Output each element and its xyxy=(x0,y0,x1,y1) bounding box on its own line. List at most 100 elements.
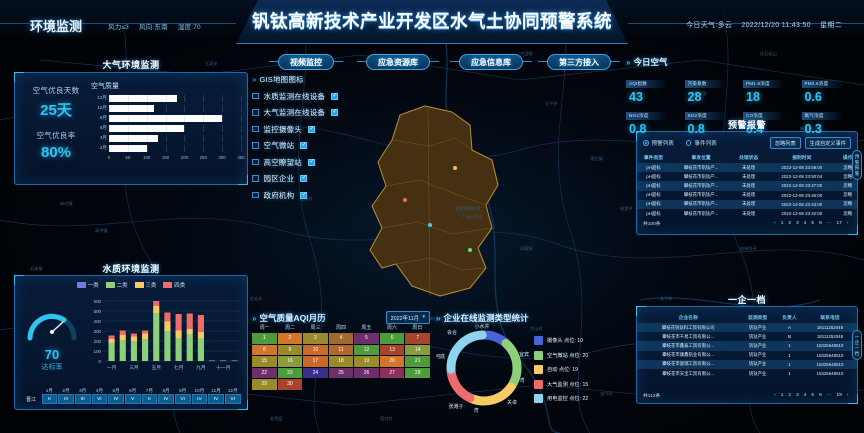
page-number[interactable]: 4 xyxy=(803,221,807,227)
calendar-day[interactable]: 15 xyxy=(252,356,277,367)
calendar-day[interactable]: 1 xyxy=(252,333,277,344)
calendar-day[interactable]: 28 xyxy=(405,367,430,378)
page-number[interactable]: 2 xyxy=(788,221,792,227)
nav-emergency-info[interactable]: 应急信息库 xyxy=(450,54,532,70)
page-number[interactable]: 4 xyxy=(803,393,807,398)
calendar-day[interactable]: 7 xyxy=(405,333,430,344)
calendar-day[interactable]: 2 xyxy=(277,333,303,344)
ignore-link[interactable]: 忽略 xyxy=(843,192,853,198)
table-row[interactable]: 攀枝花钒钛科工贸有限公司 钒钛产业 A 18111252048 xyxy=(637,323,857,333)
create-custom-event-button[interactable]: 生成自定义事件 xyxy=(804,137,851,149)
table-row[interactable]: pH超标 攀枝花市钒钛产... 未处理 2022-12-08 23:46:00 忽略 xyxy=(637,191,857,200)
calendar-day[interactable]: 12 xyxy=(354,344,379,355)
calendar-day[interactable]: 19 xyxy=(354,356,379,367)
table-row[interactable]: 攀枝花市千易工贸有限公... 钒钛产业 B 18111252048 xyxy=(637,332,857,341)
gis-layer-air-device[interactable]: 大气监测在线设备 xyxy=(252,107,339,118)
table-row[interactable]: pH超标 攀枝花市钒钛产... 未处理 2022-12-08 23:50:04 忽略 xyxy=(637,172,857,181)
calendar-day[interactable]: 3 xyxy=(303,333,328,344)
calendar-day[interactable]: 14 xyxy=(405,344,430,355)
donut-segment[interactable] xyxy=(501,338,522,391)
calendar-day[interactable]: 10 xyxy=(303,344,328,355)
radio-event-list[interactable] xyxy=(685,140,692,146)
nav-video-monitor[interactable]: 视频监控 xyxy=(269,54,343,70)
next-page-button[interactable]: › xyxy=(846,221,849,227)
table-row[interactable]: 攀枝花市天宝工贸有限公... 钒钛产业 1 15325648510 xyxy=(637,369,857,378)
donut-segment[interactable] xyxy=(446,330,487,374)
calendar-day[interactable]: 27 xyxy=(379,367,405,378)
table-row[interactable]: pH超标 攀枝花市钒钛产... 未处理 2022-12-08 23:59:00 忽略 xyxy=(637,163,857,173)
page-number[interactable]: 5 xyxy=(811,393,815,398)
layer-checkbox[interactable] xyxy=(300,141,308,149)
ignore-link[interactable]: 忽略 xyxy=(843,173,853,179)
calendar-day[interactable]: 25 xyxy=(328,367,354,378)
layer-checkbox[interactable] xyxy=(308,125,315,133)
page-number[interactable]: ··· xyxy=(826,393,832,398)
page-number[interactable]: 6 xyxy=(819,221,822,227)
gis-layer-enterprise[interactable]: 园区企业 xyxy=(252,173,338,184)
table-row[interactable]: 攀枝花市康鑫钒业有限公... 钒钛产业 1 15325648510 xyxy=(637,351,857,360)
table-row[interactable]: pH超标 攀枝花市钒钛产... 未处理 2022-12-08 23:47:00 忽略 xyxy=(637,181,857,191)
radio-event-label[interactable]: 事件列表 xyxy=(694,141,717,147)
calendar-day[interactable]: 23 xyxy=(277,367,303,378)
layer-checkbox[interactable] xyxy=(308,158,315,166)
prev-page-button[interactable]: ‹ xyxy=(774,393,776,398)
layer-checkbox[interactable] xyxy=(331,108,339,116)
ignore-link[interactable]: 忽略 xyxy=(838,181,857,191)
ignore-list-button[interactable]: 忽略列表 xyxy=(769,137,801,149)
gis-layer-water-device[interactable]: 水质监测在线设备 xyxy=(252,91,339,102)
gis-layer-air-station[interactable]: 空气微站 xyxy=(252,140,338,151)
calendar-day[interactable]: 8 xyxy=(252,344,277,355)
page-number[interactable]: 2 xyxy=(788,393,792,398)
page-number[interactable]: 3 xyxy=(796,393,799,398)
calendar-day[interactable]: 17 xyxy=(303,356,328,367)
calendar-day[interactable]: 13 xyxy=(379,344,405,355)
side-tab-alarm[interactable]: 预警报警 xyxy=(852,150,862,180)
donut-segment[interactable] xyxy=(479,330,510,347)
side-tab-enterprise[interactable]: 一企一档 xyxy=(852,330,862,360)
enterprise-page-numbers[interactable]: ‹ 1 2 3 4 5 6 ··· 19 › xyxy=(772,393,851,398)
layer-checkbox[interactable] xyxy=(300,191,308,199)
month-selector[interactable]: 2022年11月 ▼ xyxy=(385,311,430,324)
calendar-day[interactable]: 21 xyxy=(405,356,430,367)
table-row[interactable]: 攀枝花市富瑞工贸有限公... 钒钛产业 1 15325648510 xyxy=(637,359,857,369)
calendar-day[interactable]: 9 xyxy=(277,344,303,355)
calendar-day[interactable]: 16 xyxy=(277,356,303,367)
layer-checkbox[interactable] xyxy=(331,92,339,100)
alarm-page-numbers[interactable]: ‹ 1 2 3 4 5 6 ··· 17 › xyxy=(772,221,851,226)
ignore-link[interactable]: 忽略 xyxy=(838,163,857,173)
nav-third-party[interactable]: 第三方接入 xyxy=(538,54,620,70)
calendar-day[interactable]: 29 xyxy=(252,379,277,390)
donut-segment[interactable] xyxy=(446,366,475,403)
page-number[interactable]: 6 xyxy=(819,393,822,398)
page-number[interactable]: 19 xyxy=(836,393,842,398)
calendar-day[interactable]: 18 xyxy=(328,356,354,367)
page-number[interactable]: 1 xyxy=(780,393,784,398)
table-row[interactable]: 攀枝花市鑫泰工贸有限公... 钒钛产业 1 15325648510 xyxy=(637,341,857,351)
calendar-day[interactable]: 5 xyxy=(354,333,379,344)
page-number[interactable]: 3 xyxy=(796,221,799,227)
calendar-day[interactable]: 4 xyxy=(328,333,354,344)
calendar-day[interactable]: 11 xyxy=(328,344,354,355)
layer-checkbox[interactable] xyxy=(300,174,308,182)
nav-emergency-resource[interactable]: 应急资源库 xyxy=(357,54,439,70)
gis-layer-government[interactable]: 政府机构 xyxy=(252,190,338,201)
page-number[interactable]: 1 xyxy=(780,221,784,227)
radio-warning-list[interactable] xyxy=(643,140,649,146)
ignore-link[interactable]: 忽略 xyxy=(838,199,857,209)
page-number[interactable]: 17 xyxy=(836,221,842,227)
prev-page-button[interactable]: ‹ xyxy=(774,221,776,227)
table-row[interactable]: pH超标 攀枝花市钒钛产... 未处理 2022-12-08 23:42:00 忽略 xyxy=(637,209,857,218)
calendar-day[interactable]: 26 xyxy=(354,367,379,378)
gis-layer-watchtower[interactable]: 高空瞭望站 xyxy=(252,157,338,168)
calendar-day[interactable]: 22 xyxy=(252,367,277,378)
next-page-button[interactable]: › xyxy=(846,393,849,398)
gis-layer-camera[interactable]: 监控摄像头 xyxy=(252,124,338,135)
calendar-day[interactable]: 20 xyxy=(379,356,405,367)
ignore-link[interactable]: 忽略 xyxy=(843,210,853,216)
donut-segment[interactable] xyxy=(467,382,516,406)
calendar-day[interactable]: 30 xyxy=(277,379,303,390)
page-number[interactable]: 5 xyxy=(811,221,815,227)
calendar-day[interactable]: 24 xyxy=(303,367,328,378)
table-row[interactable]: pH超标 攀枝花市钒钛产... 未处理 2022-12-08 23:43:00 忽略 xyxy=(637,199,857,209)
radio-warning-label[interactable]: 预警列表 xyxy=(651,141,674,147)
